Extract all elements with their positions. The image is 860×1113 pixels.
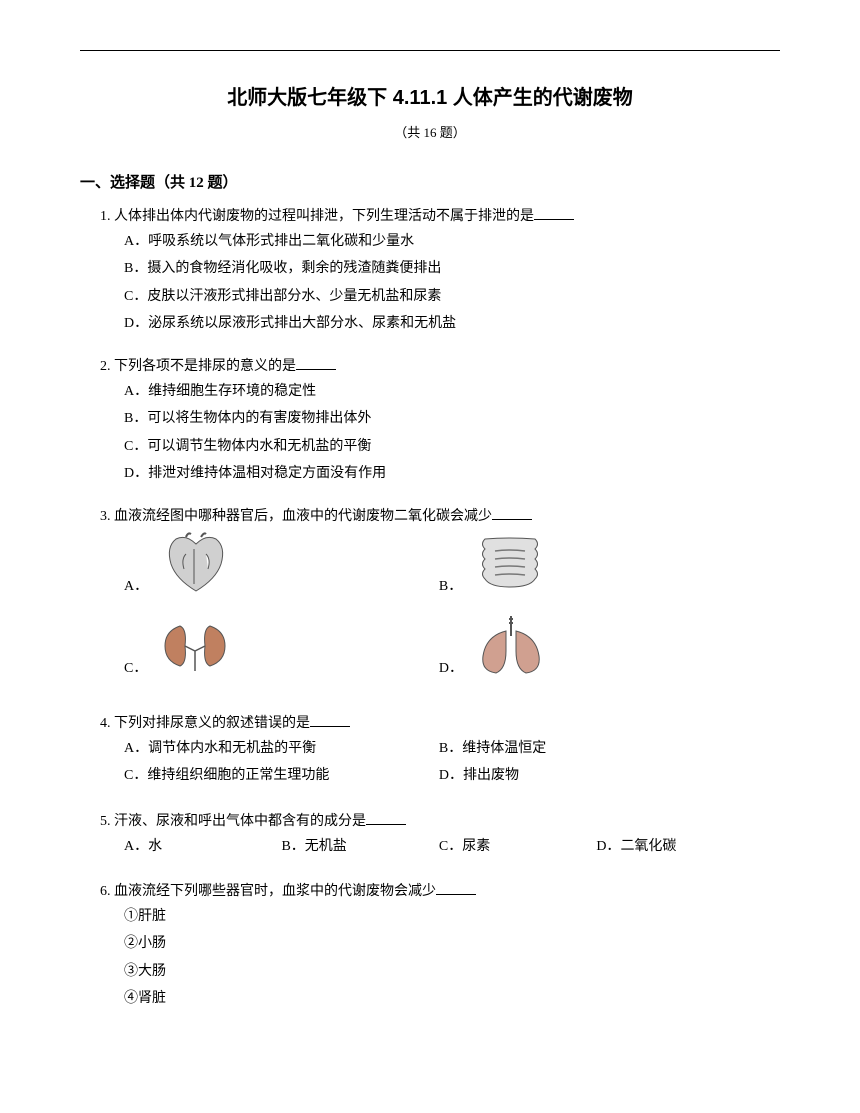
option-d: D．排出废物 xyxy=(439,763,754,788)
question-number: 1. xyxy=(100,209,111,224)
question-text: 血液流经图中哪种器官后，血液中的代谢废物二氧化碳会减少 xyxy=(114,509,492,524)
question-4: 4. 下列对排尿意义的叙述错误的是 A．调节体内水和无机盐的平衡 B．维持体温恒… xyxy=(80,711,780,791)
option-a: A．调节体内水和无机盐的平衡 xyxy=(124,736,439,761)
question-2: 2. 下列各项不是排尿的意义的是 A．维持细胞生存环境的稳定性 B．可以将生物体… xyxy=(80,354,780,486)
kidneys-icon xyxy=(155,611,235,681)
question-1: 1. 人体排出体内代谢废物的过程叫排泄，下列生理活动不属于排泄的是 A．呼吸系统… xyxy=(80,204,780,336)
option-d: D．泌尿系统以尿液形式排出大部分水、尿素和无机盐 xyxy=(124,311,780,336)
intestine-icon xyxy=(470,529,550,599)
option-d: D．排泄对维持体温相对稳定方面没有作用 xyxy=(124,461,780,486)
option-d: D．二氧化碳 xyxy=(596,834,753,859)
numbered-item-1: ①肝脏 xyxy=(124,904,780,929)
image-option-a: A． xyxy=(124,529,439,599)
question-number: 5. xyxy=(100,814,111,829)
question-text: 汗液、尿液和呼出气体中都含有的成分是 xyxy=(114,814,366,829)
question-5: 5. 汗液、尿液和呼出气体中都含有的成分是 A．水 B．无机盐 C．尿素 D．二… xyxy=(80,809,780,861)
option-c: C．维持组织细胞的正常生理功能 xyxy=(124,763,439,788)
question-number: 2. xyxy=(100,359,111,374)
option-c: C．可以调节生物体内水和无机盐的平衡 xyxy=(124,434,780,459)
blank xyxy=(436,881,476,895)
question-3: 3. 血液流经图中哪种器官后，血液中的代谢废物二氧化碳会减少 A． B． C． xyxy=(80,504,780,693)
blank xyxy=(310,713,350,727)
question-number: 3. xyxy=(100,509,111,524)
option-a: A．呼吸系统以气体形式排出二氧化碳和少量水 xyxy=(124,229,780,254)
blank xyxy=(296,356,336,370)
question-text: 血液流经下列哪些器官时，血浆中的代谢废物会减少 xyxy=(114,884,436,899)
image-option-b: B． xyxy=(439,529,754,599)
option-c: C．尿素 xyxy=(439,834,596,859)
blank xyxy=(492,506,532,520)
page-title: 北师大版七年级下 4.11.1 人体产生的代谢废物 xyxy=(80,81,780,110)
page-subtitle: （共 16 题） xyxy=(80,122,780,141)
blank xyxy=(534,206,574,220)
question-text: 下列各项不是排尿的意义的是 xyxy=(114,359,296,374)
lungs-icon xyxy=(471,611,551,681)
option-b: B．摄入的食物经消化吸收，剩余的残渣随粪便排出 xyxy=(124,256,780,281)
numbered-item-4: ④肾脏 xyxy=(124,986,780,1011)
numbered-item-3: ③大肠 xyxy=(124,959,780,984)
image-option-c: C． xyxy=(124,611,439,681)
option-b: B．维持体温恒定 xyxy=(439,736,754,761)
image-option-d: D． xyxy=(439,611,754,681)
question-text: 下列对排尿意义的叙述错误的是 xyxy=(114,716,310,731)
option-a: A．维持细胞生存环境的稳定性 xyxy=(124,379,780,404)
numbered-item-2: ②小肠 xyxy=(124,931,780,956)
question-text: 人体排出体内代谢废物的过程叫排泄，下列生理活动不属于排泄的是 xyxy=(114,209,534,224)
question-6: 6. 血液流经下列哪些器官时，血浆中的代谢废物会减少 ①肝脏 ②小肠 ③大肠 ④… xyxy=(80,879,780,1011)
header-divider xyxy=(80,50,780,51)
heart-icon xyxy=(156,529,236,599)
section-header: 一、选择题（共 12 题） xyxy=(80,171,780,192)
blank xyxy=(366,811,406,825)
option-b: B．可以将生物体内的有害废物排出体外 xyxy=(124,406,780,431)
option-c: C．皮肤以汗液形式排出部分水、少量无机盐和尿素 xyxy=(124,284,780,309)
option-a: A．水 xyxy=(124,834,281,859)
question-number: 4. xyxy=(100,716,111,731)
option-b: B．无机盐 xyxy=(281,834,438,859)
question-number: 6. xyxy=(100,884,111,899)
